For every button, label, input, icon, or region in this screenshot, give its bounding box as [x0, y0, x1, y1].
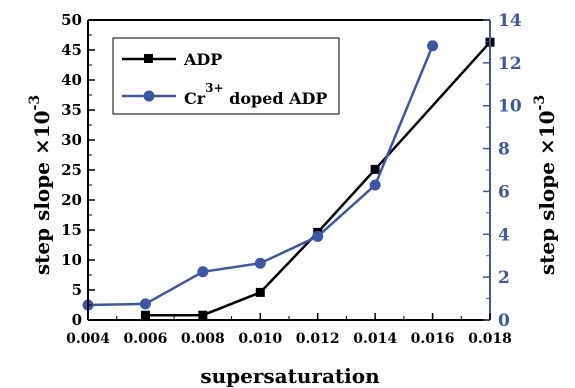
y-right-tick-label: 14: [498, 11, 522, 31]
y-left-tick-label: 5: [72, 281, 82, 299]
x-tick-label: 0.012: [296, 331, 340, 347]
y-left-tick-label: 40: [61, 71, 82, 89]
y-left-tick-label: 20: [61, 191, 82, 209]
x-axis-title: supersaturation: [200, 364, 380, 388]
x-tick-label: 0.016: [411, 331, 455, 347]
plot-area: [82, 37, 495, 320]
legend-cr-rest: doped ADP: [224, 89, 328, 108]
y-axis-right-title: step slope ×10-3: [532, 95, 559, 275]
legend: ADP Cr3+ doped ADP: [112, 37, 340, 115]
adp-data-point: [255, 287, 265, 297]
legend-box: [112, 37, 340, 115]
y-right-tick-label: 4: [498, 225, 510, 245]
cr-doped-data-point: [254, 257, 266, 269]
y-right-tick-label: 8: [498, 140, 510, 160]
legend-cr-marker: [143, 90, 155, 102]
adp-series-line: [145, 41, 491, 317]
y-right-title-base: step slope ×10: [535, 110, 559, 275]
cr-doped-data-point: [369, 179, 381, 191]
y-left-tick-label: 0: [72, 311, 82, 329]
y-right-tick-label: 12: [498, 54, 522, 74]
y-left-title-base: step slope ×10: [30, 110, 54, 275]
y-left-tick-label: 35: [61, 101, 82, 119]
x-tick-label: 0.008: [181, 331, 225, 347]
x-tick-label: 0.010: [238, 331, 282, 347]
x-tick-label: 0.018: [468, 331, 512, 347]
x-tick-label: 0.004: [66, 331, 110, 347]
y-left-tick-label: 25: [61, 161, 82, 179]
cr-doped-data-point: [139, 298, 151, 310]
y-left-title-exp: -3: [27, 95, 43, 111]
cr-doped-data-point: [197, 266, 209, 278]
x-tick-label: 0.014: [353, 331, 397, 347]
adp-data-point: [370, 164, 380, 174]
y-axis-left-title: step slope ×10-3: [27, 95, 54, 275]
y-right-tick-label: 6: [498, 182, 510, 202]
y-right-tick-label: 0: [498, 311, 510, 331]
y-right-tick-label: 2: [498, 268, 510, 288]
legend-adp-label: ADP: [183, 50, 222, 69]
legend-cr-main: Cr: [184, 89, 206, 108]
cr-doped-data-point: [312, 230, 324, 242]
y-left-tick-label: 10: [61, 251, 82, 269]
y-left-tick-label: 30: [61, 131, 82, 149]
y-right-tick-label: 10: [498, 97, 522, 117]
legend-cr-label: Cr3+ doped ADP: [184, 81, 327, 108]
legend-cr-sup: 3+: [205, 81, 223, 95]
legend-adp-marker: [144, 54, 153, 63]
axes: 0 5 10 15 20 25 30 35 40 45 50 0 2 4 6 8 10 12 14 0.004 0.00…: [61, 11, 522, 347]
y-right-title-exp: -3: [532, 95, 548, 111]
y-left-tick-label: 45: [61, 41, 82, 59]
y-left-tick-label: 50: [61, 11, 82, 29]
y-left-tick-label: 15: [61, 221, 82, 239]
x-tick-label: 0.006: [124, 331, 168, 347]
cr-doped-data-point: [427, 40, 439, 52]
